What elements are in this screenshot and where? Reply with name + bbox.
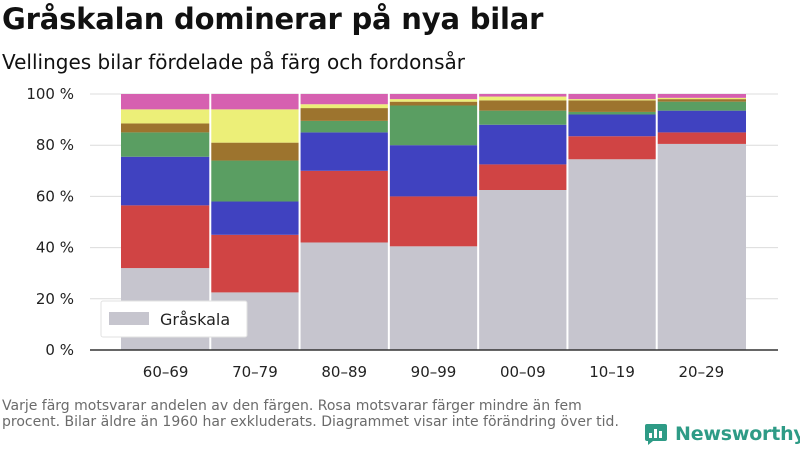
chart-title: Gråskalan dominerar på nya bilar: [2, 2, 544, 36]
bar-segment: [388, 196, 479, 247]
y-tick-label: 40 %: [36, 239, 74, 257]
bar-segment: [210, 109, 300, 143]
bar-segment: [210, 234, 300, 293]
bar-segment: [121, 205, 211, 269]
bar-segment: [210, 160, 300, 202]
bar-segment: [656, 132, 746, 144]
bar-segment: [656, 97, 746, 100]
bar-segment: [567, 159, 657, 350]
bar-segment: [478, 96, 568, 101]
bar-segment: [388, 99, 479, 102]
bar-segment: [210, 94, 300, 110]
bar-segment: [478, 190, 568, 350]
x-tick-label: 00–09: [500, 363, 546, 381]
legend-swatch: [109, 312, 149, 325]
bar-segment: [478, 94, 568, 97]
bar-segment: [567, 111, 657, 115]
legend-box: [100, 300, 248, 338]
bar-segment: [388, 101, 479, 106]
y-tick-label: 0 %: [45, 341, 74, 359]
x-tick-label: 20–29: [679, 363, 725, 381]
bar-segment: [210, 201, 300, 235]
bar-segment: [388, 145, 479, 197]
x-tick-label: 10–19: [589, 363, 635, 381]
x-tick-label: 80–89: [321, 363, 367, 381]
bar-segment: [567, 100, 657, 112]
bar-segment: [299, 170, 389, 243]
bar-segment: [121, 132, 211, 157]
bar-segment: [656, 99, 746, 102]
bar-segment: [299, 104, 389, 109]
bar-segment: [210, 142, 300, 161]
bar-segment: [388, 94, 479, 100]
bar-segment: [478, 100, 568, 111]
brand-logo: Newsworthy: [644, 421, 800, 447]
bar-segment: [656, 101, 746, 111]
bar-segment: [121, 156, 211, 206]
x-axis: 60–69 70–79 80–89 90–99 00–09 10–19 20–29: [90, 349, 778, 381]
bar-segment: [388, 246, 479, 350]
chart-subtitle: Vellinges bilar fördelade på färg och fo…: [2, 50, 465, 74]
bar-segment: [656, 143, 746, 350]
bar-segment: [656, 94, 746, 98]
bar-segment: [121, 94, 211, 110]
bar-segment: [567, 136, 657, 160]
bar-segment: [299, 120, 389, 133]
x-tick-label: 70–79: [232, 363, 278, 381]
y-tick-label: 100 %: [26, 85, 74, 103]
bar-segment: [478, 164, 568, 190]
bar-segment: [478, 110, 568, 125]
bar-segment: [567, 99, 657, 101]
bar-segment: [299, 108, 389, 121]
bar-segment: [121, 123, 211, 133]
legend-label: Gråskala: [160, 310, 230, 329]
bar-segment: [299, 94, 389, 105]
bar-segment: [121, 109, 211, 124]
y-axis: 0 % 20 % 40 % 60 % 80 % 100 %: [26, 85, 74, 359]
bar-segment: [299, 242, 389, 350]
x-tick-label: 90–99: [411, 363, 457, 381]
stacked-bar-chart: 0 % 20 % 40 % 60 % 80 % 100 % 60–69 70–79 80–89…: [26, 85, 778, 381]
bar-chart-speech-bubble-icon: [645, 424, 667, 445]
footnote: Varje färg motsvarar andelen av den färg…: [2, 398, 619, 430]
brand-name: Newsworthy: [675, 423, 800, 445]
bar-segment: [567, 114, 657, 137]
bar-segment: [567, 94, 657, 100]
legend: Gråskala: [100, 300, 248, 338]
bar-segment: [656, 110, 746, 133]
y-tick-label: 60 %: [36, 187, 74, 205]
bar-segment: [388, 105, 479, 146]
bar-segment: [478, 124, 568, 165]
bar-segment: [299, 132, 389, 171]
x-tick-label: 60–69: [143, 363, 189, 381]
y-tick-label: 20 %: [36, 290, 74, 308]
y-tick-label: 80 %: [36, 136, 74, 154]
